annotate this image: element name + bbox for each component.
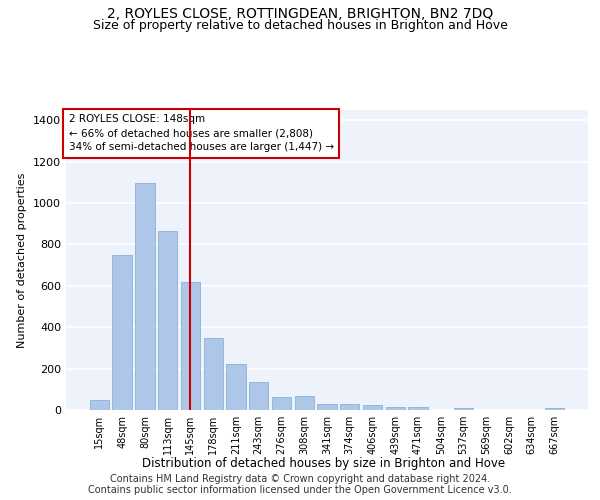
Bar: [203, 338, 223, 410]
Y-axis label: Number of detached properties: Number of detached properties: [17, 172, 28, 348]
Bar: [386, 407, 405, 410]
Bar: [158, 231, 178, 410]
Text: 2 ROYLES CLOSE: 148sqm
← 66% of detached houses are smaller (2,808)
34% of semi-: 2 ROYLES CLOSE: 148sqm ← 66% of detached…: [68, 114, 334, 152]
Bar: [90, 400, 109, 410]
Bar: [340, 404, 359, 410]
Bar: [226, 364, 245, 410]
Text: Distribution of detached houses by size in Brighton and Hove: Distribution of detached houses by size …: [142, 458, 506, 470]
Bar: [181, 282, 200, 410]
Bar: [454, 408, 473, 410]
Text: Contains public sector information licensed under the Open Government Licence v3: Contains public sector information licen…: [88, 485, 512, 495]
Text: 2, ROYLES CLOSE, ROTTINGDEAN, BRIGHTON, BN2 7DQ: 2, ROYLES CLOSE, ROTTINGDEAN, BRIGHTON, …: [107, 8, 493, 22]
Text: Contains HM Land Registry data © Crown copyright and database right 2024.: Contains HM Land Registry data © Crown c…: [110, 474, 490, 484]
Bar: [317, 404, 337, 410]
Bar: [409, 407, 428, 410]
Bar: [363, 406, 382, 410]
Bar: [295, 396, 314, 410]
Bar: [545, 408, 564, 410]
Bar: [272, 396, 291, 410]
Text: Size of property relative to detached houses in Brighton and Hove: Size of property relative to detached ho…: [92, 18, 508, 32]
Bar: [249, 382, 268, 410]
Bar: [112, 255, 132, 410]
Bar: [135, 184, 155, 410]
